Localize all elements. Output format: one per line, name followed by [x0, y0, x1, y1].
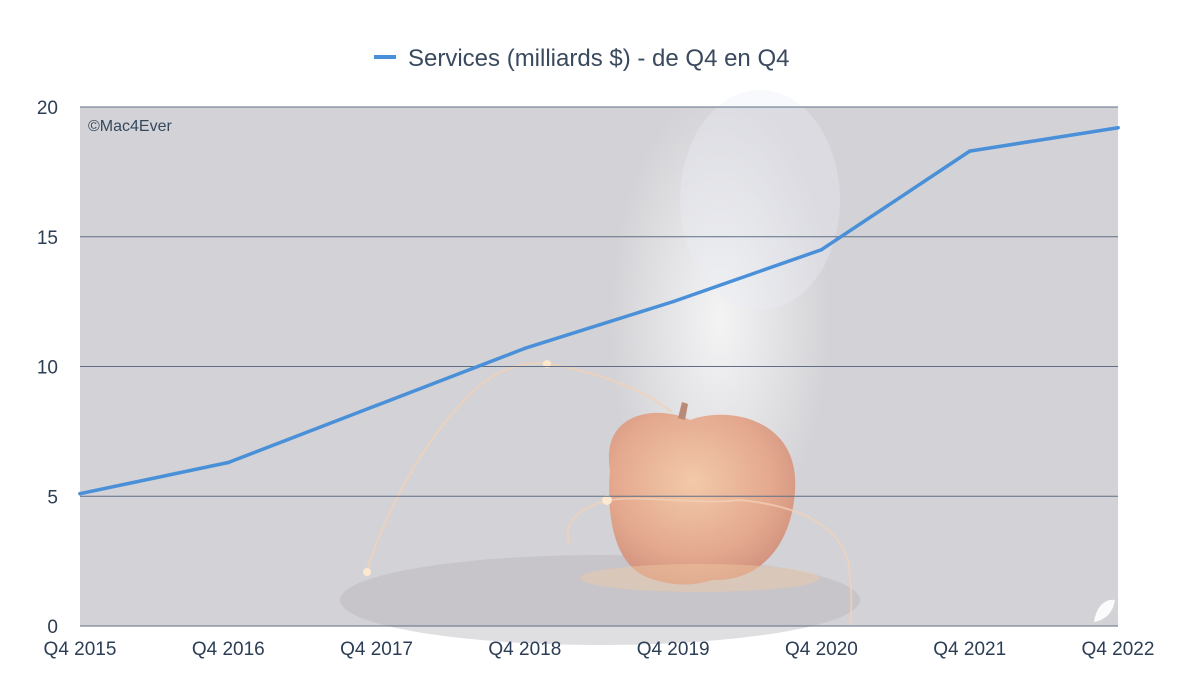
- x-tick-label: Q4 2015: [44, 639, 117, 660]
- data-point: [523, 346, 527, 351]
- data-point: [374, 403, 379, 408]
- y-tick-label: 10: [37, 358, 58, 379]
- data-point: [671, 299, 675, 304]
- x-tick-label: Q4 2017: [340, 639, 413, 660]
- x-tick-label: Q4 2021: [933, 639, 1006, 660]
- y-tick-label: 15: [37, 228, 58, 249]
- x-tick-label: Q4 2016: [192, 639, 265, 660]
- x-tick-label: Q4 2019: [637, 639, 710, 660]
- legend: Services (milliards $) - de Q4 en Q4: [374, 45, 789, 72]
- watermark: ©Mac4Ever: [88, 118, 172, 135]
- data-point: [78, 491, 82, 496]
- x-tick-label: Q4 2022: [1082, 639, 1155, 660]
- background-apple-illustration: [340, 90, 1115, 645]
- legend-label: Services (milliards $) - de Q4 en Q4: [408, 45, 789, 72]
- series-group: [78, 125, 1120, 496]
- data-point: [967, 149, 972, 153]
- y-axis-tick-labels: 0 5 10 15 20: [37, 98, 58, 638]
- x-tick-label: Q4 2018: [488, 639, 561, 660]
- y-tick-label: 5: [47, 487, 58, 508]
- data-point: [819, 247, 824, 252]
- data-point: [1116, 125, 1120, 130]
- series-line: [78, 126, 1120, 496]
- gridlines: [80, 106, 1118, 627]
- data-point: [226, 460, 231, 465]
- x-tick-label: Q4 2020: [785, 639, 858, 660]
- y-tick-label: 0: [47, 617, 58, 638]
- y-tick-label: 20: [37, 98, 58, 119]
- x-axis-tick-labels: Q4 2015 Q4 2016 Q4 2017 Q4 2018 Q4 2019 Q4 20…: [44, 639, 1155, 660]
